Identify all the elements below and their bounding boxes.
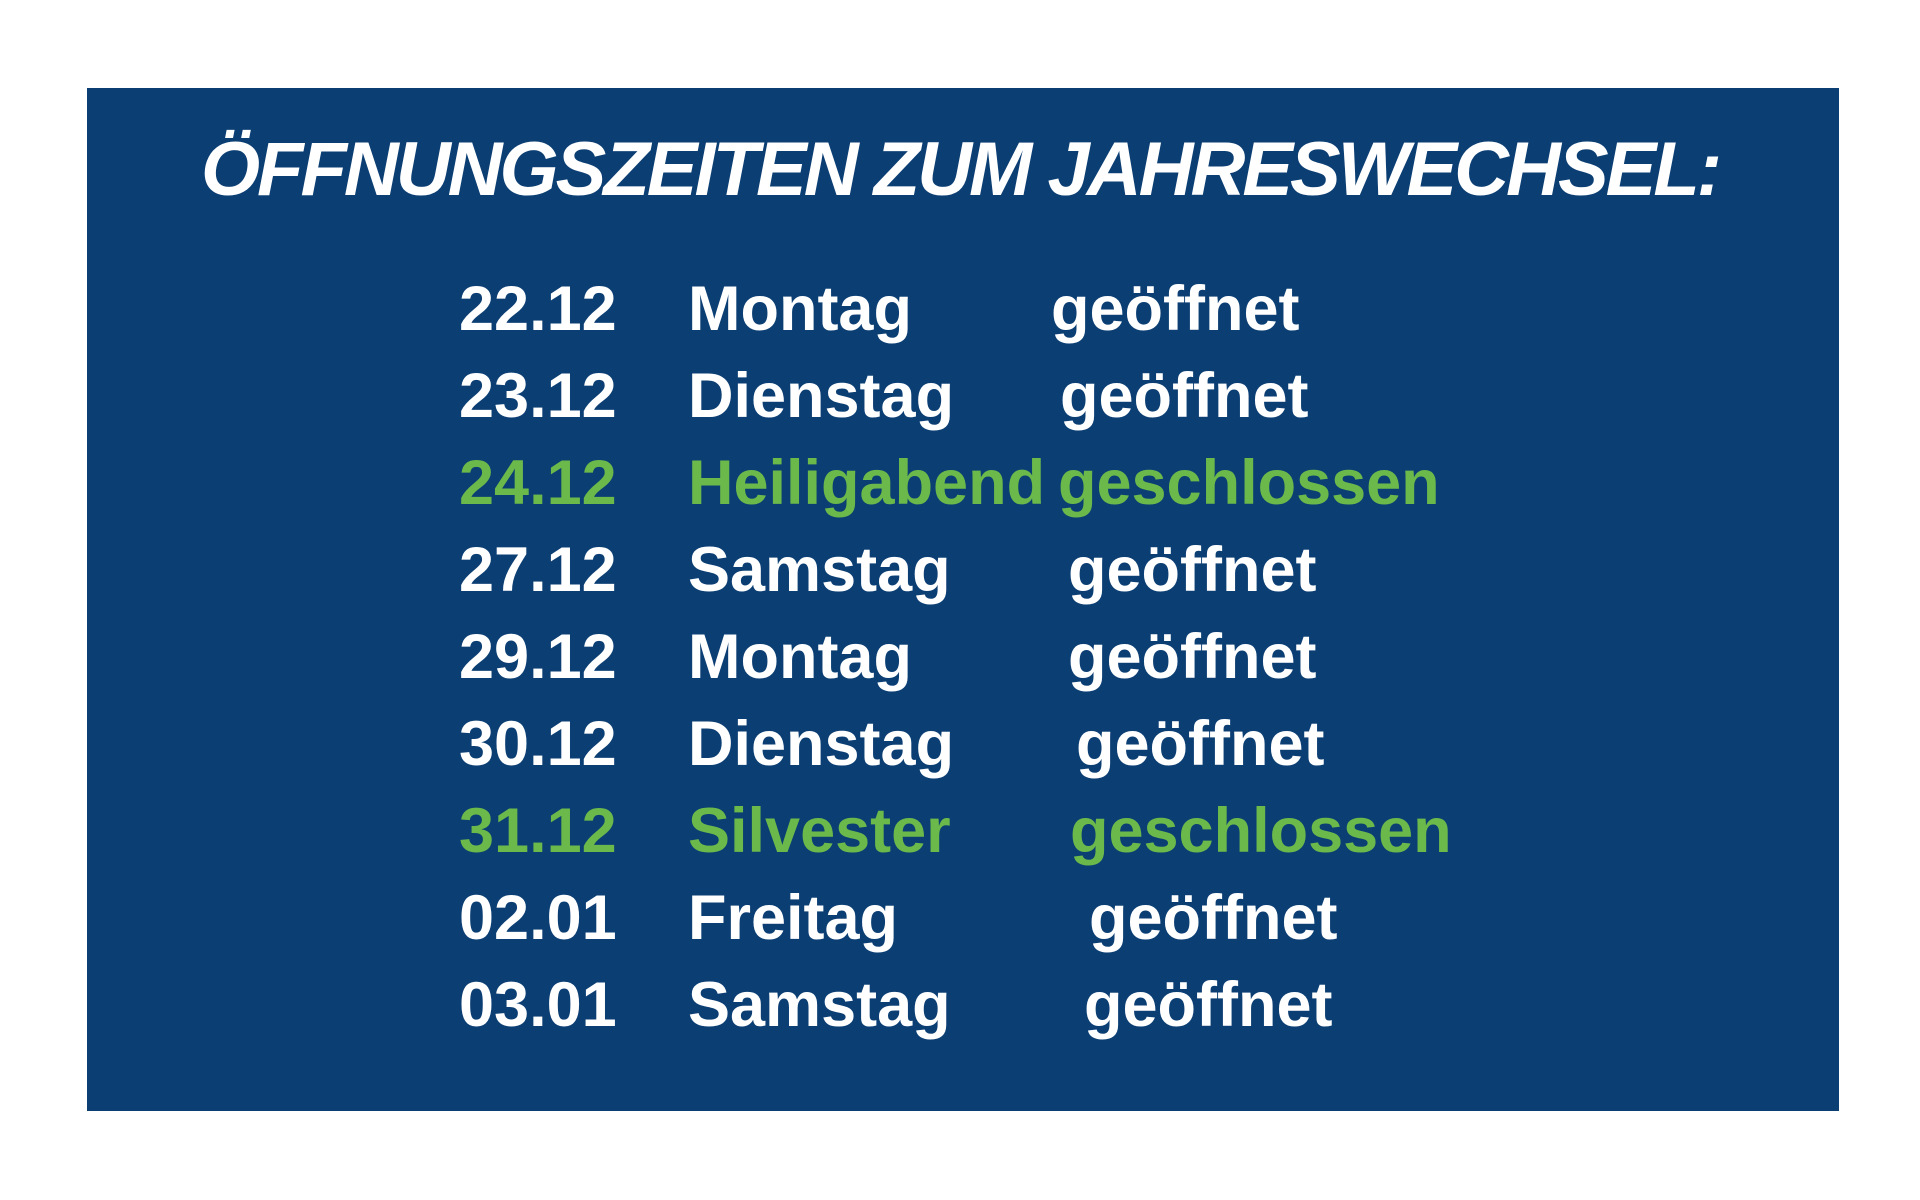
row-date: 02.01 xyxy=(459,883,617,953)
schedule-row: 03.01 Samstag geöffnet xyxy=(0,962,1920,1049)
schedule-row: 29.12 Montag geöffnet xyxy=(0,614,1920,701)
row-status: geöffnet xyxy=(1051,274,1300,344)
row-status: geöffnet xyxy=(1089,883,1338,953)
row-date: 27.12 xyxy=(459,535,617,605)
row-date: 23.12 xyxy=(459,361,617,431)
schedule-row: 31.12 Silvester geschlossen xyxy=(0,788,1920,875)
info-panel xyxy=(87,88,1839,1111)
row-status: geöffnet xyxy=(1060,361,1309,431)
row-status: geöffnet xyxy=(1068,622,1317,692)
row-status: geöffnet xyxy=(1076,709,1325,779)
row-status: geöffnet xyxy=(1084,970,1333,1040)
schedule-row: 24.12 Heiligabend geschlossen xyxy=(0,440,1920,527)
row-day: Montag xyxy=(688,274,912,344)
row-day: Freitag xyxy=(688,883,899,953)
row-status: geöffnet xyxy=(1068,535,1317,605)
row-day: Dienstag xyxy=(688,361,955,431)
schedule-row: 27.12 Samstag geöffnet xyxy=(0,527,1920,614)
schedule-row: 22.12 Montag geöffnet xyxy=(0,266,1920,353)
row-day: Samstag xyxy=(688,535,951,605)
row-status: geschlossen xyxy=(1070,796,1452,866)
row-date: 24.12 xyxy=(459,448,617,518)
row-day: Heiligabend xyxy=(688,448,1046,518)
row-date: 29.12 xyxy=(459,622,617,692)
page-title: ÖFFNUNGSZEITEN ZUM JAHRESWECHSEL: xyxy=(200,127,1722,212)
row-date: 22.12 xyxy=(459,274,617,344)
row-day: Dienstag xyxy=(688,709,955,779)
row-date: 30.12 xyxy=(459,709,617,779)
row-date: 03.01 xyxy=(459,970,617,1040)
row-day: Montag xyxy=(688,622,912,692)
schedule-row: 23.12 Dienstag geöffnet xyxy=(0,353,1920,440)
schedule-row: 02.01 Freitag geöffnet xyxy=(0,875,1920,962)
row-status: geschlossen xyxy=(1058,448,1440,518)
row-date: 31.12 xyxy=(459,796,617,866)
row-day: Silvester xyxy=(688,796,951,866)
row-day: Samstag xyxy=(688,970,951,1040)
schedule-row: 30.12 Dienstag geöffnet xyxy=(0,701,1920,788)
